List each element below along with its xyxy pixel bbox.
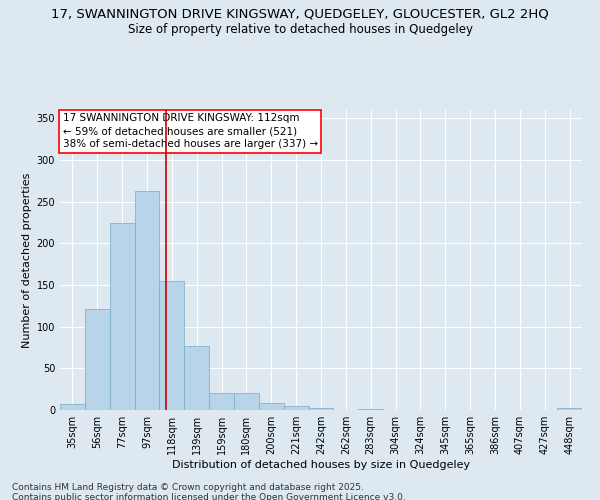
Bar: [209, 394, 234, 410]
Bar: [134, 191, 160, 410]
Bar: [160, 281, 184, 410]
Bar: [308, 408, 334, 410]
X-axis label: Distribution of detached houses by size in Quedgeley: Distribution of detached houses by size …: [172, 460, 470, 470]
Bar: [557, 408, 582, 410]
Text: 17, SWANNINGTON DRIVE KINGSWAY, QUEDGELEY, GLOUCESTER, GL2 2HQ: 17, SWANNINGTON DRIVE KINGSWAY, QUEDGELE…: [51, 8, 549, 20]
Bar: [259, 404, 284, 410]
Bar: [110, 222, 134, 410]
Bar: [284, 406, 308, 410]
Text: Contains HM Land Registry data © Crown copyright and database right 2025.: Contains HM Land Registry data © Crown c…: [12, 482, 364, 492]
Bar: [234, 394, 259, 410]
Text: Contains public sector information licensed under the Open Government Licence v3: Contains public sector information licen…: [12, 492, 406, 500]
Text: 17 SWANNINGTON DRIVE KINGSWAY: 112sqm
← 59% of detached houses are smaller (521): 17 SWANNINGTON DRIVE KINGSWAY: 112sqm ← …: [62, 113, 318, 150]
Text: Size of property relative to detached houses in Quedgeley: Size of property relative to detached ho…: [128, 22, 473, 36]
Bar: [60, 404, 85, 410]
Bar: [184, 346, 209, 410]
Bar: [85, 309, 110, 410]
Bar: [358, 409, 383, 410]
Y-axis label: Number of detached properties: Number of detached properties: [22, 172, 32, 348]
